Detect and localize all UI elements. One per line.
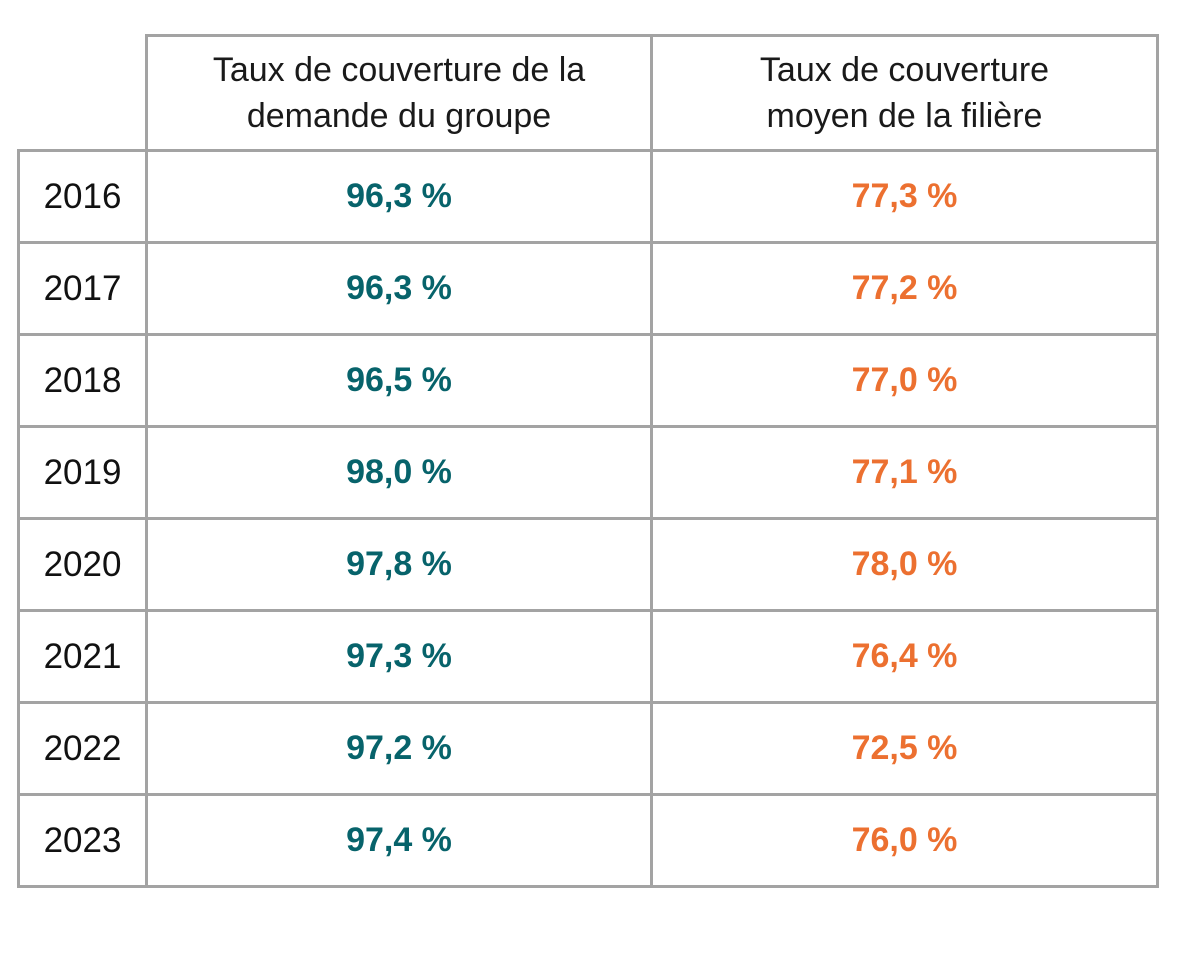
group-coverage-cell: 98,0 % [145, 425, 653, 520]
coverage-rate-table: Taux de couverture de la demande du grou… [17, 34, 1159, 888]
header-row: Taux de couverture de la demande du grou… [18, 34, 1159, 152]
group-coverage-cell: 96,3 % [145, 149, 653, 244]
sector-coverage-cell: 77,1 % [650, 425, 1159, 520]
table-row: 2020 97,8 % 78,0 % [17, 517, 1159, 612]
table-row: 2017 96,3 % 77,2 % [17, 241, 1159, 336]
table-body: 2016 96,3 % 77,3 % 2017 96,3 % 77,2 % 20… [17, 149, 1159, 888]
sector-coverage-cell: 77,0 % [650, 333, 1159, 428]
table-row: 2016 96,3 % 77,3 % [17, 149, 1159, 244]
sector-coverage-cell: 76,4 % [650, 609, 1159, 704]
group-coverage-cell: 97,8 % [145, 517, 653, 612]
table-row: 2018 96,5 % 77,0 % [17, 333, 1159, 428]
sector-coverage-cell: 72,5 % [650, 701, 1159, 796]
table-header: Taux de couverture de la demande du grou… [18, 34, 1159, 152]
table-row: 2023 97,4 % 76,0 % [17, 793, 1159, 888]
header-group-line-2: demande du groupe [246, 97, 552, 135]
group-coverage-cell: 97,4 % [145, 793, 653, 888]
sector-coverage-cell: 78,0 % [650, 517, 1159, 612]
header-sector-line-1: Taux de couverture [759, 51, 1050, 89]
year-cell: 2020 [17, 517, 148, 612]
header-group-coverage: Taux de couverture de la demande du grou… [145, 34, 653, 152]
group-coverage-cell: 97,3 % [145, 609, 653, 704]
table-row: 2021 97,3 % 76,4 % [17, 609, 1159, 704]
year-cell: 2016 [17, 149, 148, 244]
header-group-line-1: Taux de couverture de la [212, 51, 586, 89]
year-cell: 2018 [17, 333, 148, 428]
table-row: 2019 98,0 % 77,1 % [17, 425, 1159, 520]
year-cell: 2019 [17, 425, 148, 520]
year-cell: 2023 [17, 793, 148, 888]
year-cell: 2017 [17, 241, 148, 336]
header-sector-coverage: Taux de couverture moyen de la filière [650, 34, 1159, 152]
group-coverage-cell: 96,5 % [145, 333, 653, 428]
header-corner-cell [18, 35, 148, 152]
header-sector-line-2: moyen de la filière [766, 97, 1043, 135]
sector-coverage-cell: 77,3 % [650, 149, 1159, 244]
group-coverage-cell: 96,3 % [145, 241, 653, 336]
group-coverage-cell: 97,2 % [145, 701, 653, 796]
sector-coverage-cell: 76,0 % [650, 793, 1159, 888]
year-cell: 2021 [17, 609, 148, 704]
sector-coverage-cell: 77,2 % [650, 241, 1159, 336]
table-row: 2022 97,2 % 72,5 % [17, 701, 1159, 796]
year-cell: 2022 [17, 701, 148, 796]
